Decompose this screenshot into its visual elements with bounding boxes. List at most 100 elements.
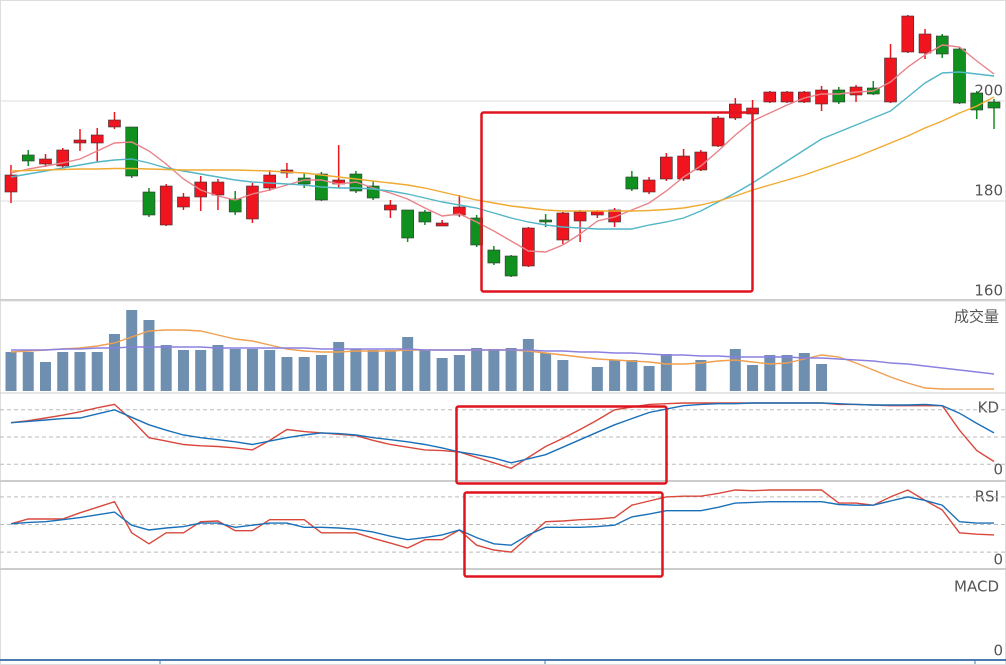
volume-bar (436, 358, 448, 391)
candle-body (246, 185, 259, 220)
candle-body (177, 196, 190, 208)
candle-body (159, 185, 173, 226)
volume-bar (764, 355, 776, 391)
volume-bar (488, 349, 500, 391)
candle-body (539, 219, 552, 223)
candle-body (763, 91, 777, 103)
highlight-box (463, 491, 664, 578)
volume-bar (126, 310, 138, 391)
candle-body (573, 211, 587, 222)
indicator-line (11, 346, 995, 375)
volume-bar (660, 354, 672, 391)
volume-bar (781, 355, 793, 391)
volume-bar (212, 345, 224, 391)
candle-body (901, 15, 915, 53)
volume-bar (246, 349, 258, 391)
volume-bar (160, 345, 172, 391)
candle-body (522, 227, 535, 267)
y-tick-label: 0 (993, 551, 1003, 569)
indicator-line (10, 496, 994, 546)
candle-body (297, 177, 311, 185)
volume-bar (39, 362, 51, 391)
volume-bar (91, 352, 103, 391)
volume-bar (419, 350, 431, 391)
candle-body (4, 174, 18, 193)
candle-body (884, 57, 897, 103)
panel-title: KD (978, 399, 999, 417)
volume-bar (57, 352, 69, 391)
candle-body (21, 154, 35, 162)
volume-bar (591, 367, 603, 391)
candle-body (125, 126, 139, 177)
candle-body (39, 158, 52, 165)
candle-body (435, 222, 449, 227)
volume-bar (5, 352, 17, 391)
panel-title: MACD (954, 578, 999, 596)
y-tick-label: 160 (974, 282, 1003, 300)
panel-title: 成交量 (954, 308, 999, 326)
volume-bar (195, 350, 207, 391)
volume-bar (367, 350, 379, 391)
volume-bar (557, 360, 569, 391)
candle-body (228, 198, 242, 213)
candle-body (142, 191, 156, 216)
candle-body (418, 211, 432, 223)
candle-body (694, 151, 708, 171)
volume-bar (643, 366, 655, 391)
volume-bar (729, 349, 741, 391)
volume-bar (350, 349, 362, 391)
candle-body (401, 209, 414, 239)
candle-body (849, 86, 863, 96)
y-tick-label: 0 (993, 461, 1003, 479)
candle-body (625, 176, 639, 190)
volume-bar (453, 355, 465, 391)
volume-bar (798, 353, 810, 391)
candle-body (987, 101, 1001, 109)
volume-bar (505, 348, 517, 391)
candle-body (487, 249, 501, 264)
volume-bar (471, 348, 483, 391)
volume-bar (298, 357, 310, 391)
candle-body (660, 156, 673, 180)
volume-bar (695, 360, 707, 391)
volume-bar (281, 357, 293, 391)
volume-bar (626, 360, 638, 391)
candle-body (73, 139, 87, 144)
candle-body (211, 181, 225, 196)
candle-body (780, 91, 794, 103)
volume-bar (315, 355, 327, 391)
volume-bar (402, 337, 414, 391)
volume-bar (609, 360, 621, 391)
volume-bar (522, 339, 534, 391)
candle-body (953, 48, 966, 104)
panel-title: RSI (975, 488, 999, 506)
highlight-box (455, 405, 668, 485)
volume-bar (540, 353, 552, 391)
indicator-line (10, 44, 995, 253)
volume-bar (22, 352, 34, 391)
indicator-line (10, 402, 995, 464)
volume-bar (747, 365, 759, 391)
volume-bar (74, 352, 86, 391)
y-tick-label: 0 (993, 642, 1003, 660)
candle-body (453, 206, 466, 216)
candle-body (108, 119, 121, 128)
candle-body (729, 103, 742, 119)
candle-body (384, 204, 397, 211)
volume-bar (108, 334, 120, 391)
candle-body (815, 89, 828, 105)
y-tick-label: 180 (974, 182, 1003, 200)
highlight-box (480, 111, 754, 293)
volume-bar (384, 350, 396, 391)
candle-body (711, 117, 725, 147)
indicator-line (10, 489, 995, 553)
candle-body (642, 179, 656, 193)
candle-body (263, 174, 276, 189)
volume-bar (229, 349, 241, 391)
candle-body (504, 255, 518, 277)
candle-body (832, 89, 846, 103)
candle-body (90, 134, 104, 144)
